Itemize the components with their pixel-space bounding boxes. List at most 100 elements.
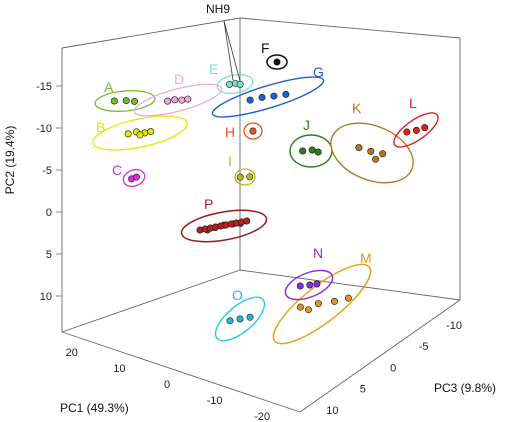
point-D-4 <box>184 95 192 103</box>
point-E-1 <box>225 80 233 88</box>
ellipse-I <box>234 168 256 186</box>
point-I-1 <box>236 173 244 181</box>
point-E-3 <box>236 80 244 88</box>
pc2-tick-label: -10 <box>36 123 52 135</box>
pc2-tick-label: 0 <box>46 207 52 219</box>
point-G-3 <box>270 92 278 100</box>
point-J-2 <box>308 146 316 154</box>
cluster-label-H: H <box>225 124 235 140</box>
point-F-1 <box>273 58 281 66</box>
pc1-ticks: 20 10 0 -10 -20 <box>66 347 270 422</box>
point-L-2 <box>412 126 420 134</box>
point-O-1 <box>226 317 234 325</box>
cluster-label-A: A <box>104 79 114 95</box>
ellipse-K <box>330 122 414 184</box>
pc2-tick-label: -5 <box>42 165 52 177</box>
point-H-1 <box>249 127 257 135</box>
point-D-1 <box>164 97 172 105</box>
cluster-label-K: K <box>352 100 362 116</box>
point-K-4 <box>372 155 380 163</box>
cluster-label-M: M <box>360 250 372 266</box>
ellipse-H <box>243 122 263 140</box>
leader-line <box>223 20 234 81</box>
cluster-label-B: B <box>96 119 105 135</box>
point-B-4 <box>147 128 155 136</box>
point-L-3 <box>421 124 429 132</box>
annotation-leaders <box>223 20 241 82</box>
ellipse-D <box>133 83 223 117</box>
ellipse-C <box>122 168 146 188</box>
point-G-4 <box>282 90 290 98</box>
point-A-3 <box>131 97 139 105</box>
point-K-1 <box>355 144 363 152</box>
point-B-5 <box>136 131 144 139</box>
ellipse-G <box>211 76 325 118</box>
ellipse-L <box>393 112 439 148</box>
pc2-ticks: -15 -10 -5 0 5 10 <box>36 81 62 303</box>
point-G-1 <box>246 96 254 104</box>
point-P-dense-10 <box>243 217 251 225</box>
plot-box <box>61 17 461 413</box>
pc1-tick-label: -10 <box>207 395 223 407</box>
ellipse-N <box>284 269 334 301</box>
point-D-3 <box>178 96 186 104</box>
pc2-tick-label: 10 <box>40 291 52 303</box>
box-edge <box>239 269 461 301</box>
annotation-NH9: NH9 <box>206 2 230 16</box>
cluster-label-G: G <box>313 64 324 80</box>
point-M-2 <box>314 300 322 308</box>
point-O-3 <box>246 313 254 321</box>
pc3-tick-label: 5 <box>360 384 366 396</box>
ellipse-M <box>272 263 372 345</box>
cluster-label-F: F <box>261 40 270 56</box>
cluster-label-P: P <box>204 196 213 212</box>
ellipse-P <box>180 209 268 243</box>
ellipse-F <box>266 54 288 70</box>
pc2-tick-label: -15 <box>36 81 52 93</box>
cluster-labels: A B C D E F G HI J K L M N O P <box>96 40 417 303</box>
point-A-2 <box>122 97 130 105</box>
point-M-5 <box>304 306 312 314</box>
pc2-tick-label: 5 <box>46 249 52 261</box>
point-K-2 <box>367 147 375 155</box>
cluster-label-O: O <box>232 287 243 303</box>
point-N-2 <box>306 281 314 289</box>
cluster-label-J: J <box>303 117 310 133</box>
point-B-1 <box>124 130 132 138</box>
cluster-ellipses <box>92 54 439 345</box>
point-K-3 <box>379 150 387 158</box>
point-M-3 <box>330 297 338 305</box>
leader-line <box>223 20 241 82</box>
box-edge <box>61 331 301 413</box>
cluster-label-D: D <box>174 71 184 87</box>
point-G-2 <box>258 93 266 101</box>
cluster-label-I: I <box>228 153 232 169</box>
pc3-tick-label: 10 <box>326 405 338 417</box>
ellipse-B <box>92 115 188 151</box>
point-I-2 <box>246 173 254 181</box>
point-M-1 <box>296 303 304 311</box>
point-C-2 <box>132 173 140 181</box>
box-edge <box>61 269 241 333</box>
data-points <box>110 58 429 325</box>
point-M-4 <box>344 294 352 302</box>
pc1-tick-label: -20 <box>254 411 270 422</box>
pc1-tick-label: 10 <box>113 363 125 375</box>
point-J-1 <box>299 147 307 155</box>
pc1-axis-title: PC1 (49.3%) <box>60 401 129 415</box>
pc3-tick-label: -5 <box>419 341 429 353</box>
point-J-3 <box>314 148 322 156</box>
pc3-ticks: -10 -5 0 5 10 <box>326 320 462 417</box>
cluster-label-E: E <box>209 61 218 77</box>
pc3-axis-title: PC3 (9.8%) <box>434 381 496 395</box>
point-D-2 <box>171 96 179 104</box>
pc3-tick-label: 0 <box>390 362 396 374</box>
point-L-1 <box>403 128 411 136</box>
point-A-1 <box>110 97 118 105</box>
ellipse-A <box>94 90 156 112</box>
point-O-2 <box>236 315 244 323</box>
ellipse-E <box>216 73 254 95</box>
point-N-1 <box>296 282 304 290</box>
